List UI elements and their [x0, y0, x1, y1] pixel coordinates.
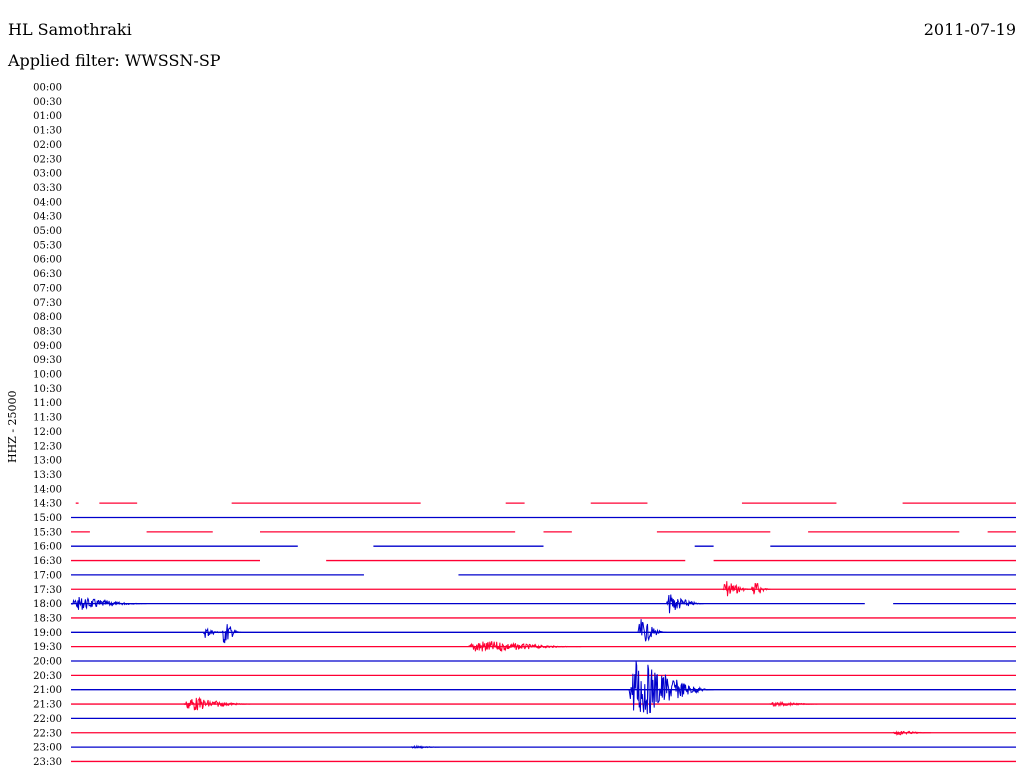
tick-label: 06:00: [33, 255, 62, 266]
tick-label: 11:00: [33, 398, 62, 409]
tick-label: 00:00: [33, 83, 62, 94]
tick-label: 03:30: [33, 183, 62, 194]
tick-label: 07:30: [33, 298, 62, 309]
tick-label: 22:30: [33, 728, 62, 739]
tick-label: 15:30: [33, 527, 62, 538]
tick-label: 18:30: [33, 613, 62, 624]
tick-label: 16:00: [33, 542, 62, 553]
tick-label: 16:30: [33, 556, 62, 567]
tick-label: 20:30: [33, 671, 62, 682]
seismic-event: [467, 641, 582, 653]
seismic-event: [627, 661, 714, 715]
tick-label: 07:00: [33, 283, 62, 294]
tick-label: 18:00: [33, 599, 62, 610]
tick-label: 21:30: [33, 700, 62, 711]
seismic-event: [665, 594, 705, 614]
tick-label: 14:00: [33, 484, 62, 495]
tick-label: 21:00: [33, 685, 62, 696]
seismic-event: [70, 596, 147, 610]
seismic-event: [750, 582, 771, 595]
tick-label: 15:00: [33, 513, 62, 524]
tick-label: 04:00: [33, 197, 62, 208]
tick-label: 13:00: [33, 456, 62, 467]
seismic-event: [722, 581, 752, 597]
seismic-event: [221, 624, 242, 644]
tick-label: 09:30: [33, 355, 62, 366]
tick-label: 10:00: [33, 370, 62, 381]
tick-label: 23:30: [33, 757, 62, 768]
seismic-event: [769, 700, 818, 708]
tick-label: 17:30: [33, 585, 62, 596]
tick-label: 09:00: [33, 341, 62, 352]
tick-label: 03:00: [33, 169, 62, 180]
tick-label: 17:00: [33, 570, 62, 581]
tick-label: 19:00: [33, 628, 62, 639]
tick-label: 01:00: [33, 111, 62, 122]
seismic-event: [202, 627, 223, 638]
tick-label: 12:00: [33, 427, 62, 438]
tick-label: 12:30: [33, 441, 62, 452]
tick-label: 11:30: [33, 413, 62, 424]
seismic-event: [183, 696, 251, 711]
tick-label: 08:30: [33, 326, 62, 337]
tick-label: 05:30: [33, 240, 62, 251]
tick-label: 04:30: [33, 212, 62, 223]
tick-label: 00:30: [33, 97, 62, 108]
station-title: HL Samothraki: [8, 20, 132, 39]
tick-label: 05:00: [33, 226, 62, 237]
filter-label: Applied filter: WWSSN-SP: [8, 51, 221, 70]
seismic-event: [637, 619, 667, 642]
record-date: 2011-07-19: [923, 20, 1016, 39]
tick-label: 20:00: [33, 657, 62, 668]
tick-label: 23:00: [33, 743, 62, 754]
tick-label: 08:00: [33, 312, 62, 323]
tick-label: 02:00: [33, 140, 62, 151]
tick-label: 02:30: [33, 154, 62, 165]
tick-label: 19:30: [33, 642, 62, 653]
tick-label: 10:30: [33, 384, 62, 395]
tick-label: 06:30: [33, 269, 62, 280]
tick-label: 01:30: [33, 126, 62, 137]
tick-label: 14:30: [33, 499, 62, 510]
seismic-event: [892, 730, 931, 736]
tick-label: 22:00: [33, 714, 62, 725]
tick-label: 13:30: [33, 470, 62, 481]
seismic-event: [410, 744, 440, 750]
